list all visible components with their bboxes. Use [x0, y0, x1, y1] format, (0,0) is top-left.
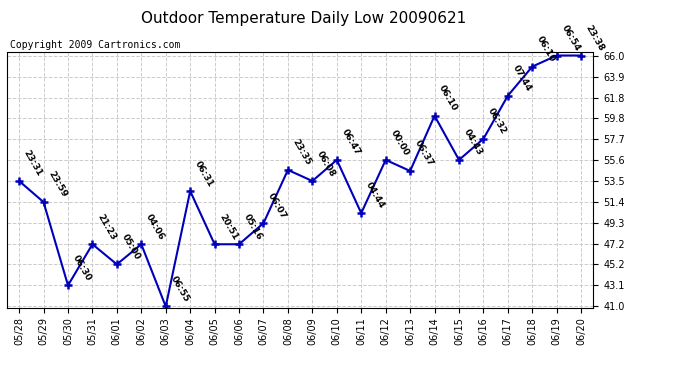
- Text: 06:54: 06:54: [560, 24, 582, 53]
- Text: 06:31: 06:31: [193, 159, 215, 188]
- Text: 07:44: 07:44: [511, 63, 533, 93]
- Text: 06:37: 06:37: [413, 139, 435, 168]
- Text: 06:47: 06:47: [339, 128, 362, 157]
- Text: Outdoor Temperature Daily Low 20090621: Outdoor Temperature Daily Low 20090621: [141, 11, 466, 26]
- Text: 23:31: 23:31: [22, 149, 44, 178]
- Text: 23:35: 23:35: [290, 138, 313, 167]
- Text: 06:32: 06:32: [486, 107, 509, 136]
- Text: 04:44: 04:44: [364, 181, 386, 210]
- Text: 05:16: 05:16: [241, 212, 264, 242]
- Text: 06:55: 06:55: [168, 274, 190, 304]
- Text: Copyright 2009 Cartronics.com: Copyright 2009 Cartronics.com: [10, 40, 180, 50]
- Text: 23:59: 23:59: [46, 170, 68, 199]
- Text: 06:10: 06:10: [535, 35, 557, 64]
- Text: 21:23: 21:23: [95, 212, 117, 242]
- Text: 06:08: 06:08: [315, 149, 337, 178]
- Text: 06:30: 06:30: [71, 254, 92, 283]
- Text: 04:43: 04:43: [462, 128, 484, 157]
- Text: 04:06: 04:06: [144, 212, 166, 242]
- Text: 23:38: 23:38: [584, 24, 606, 53]
- Text: 06:07: 06:07: [266, 191, 288, 220]
- Text: 00:00: 00:00: [388, 128, 411, 157]
- Text: 05:00: 05:00: [119, 232, 141, 261]
- Text: 06:10: 06:10: [437, 84, 460, 113]
- Text: 20:51: 20:51: [217, 212, 239, 242]
